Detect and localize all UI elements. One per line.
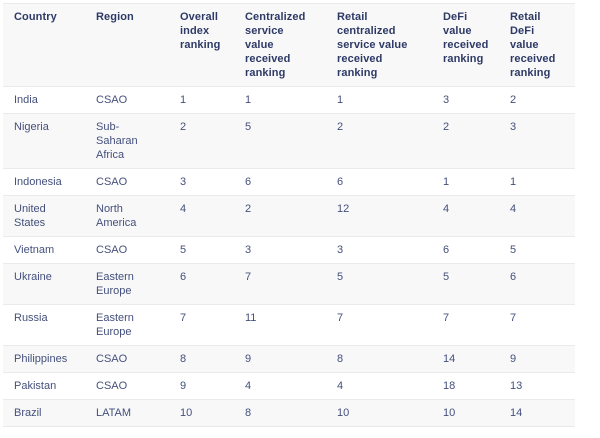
cell-region: CSAO (96, 236, 180, 264)
column-header-retail_centralized_service_value_received_ranking: Retail centralized service value receive… (337, 3, 443, 87)
cell-defi_value_received_ranking: 5 (443, 263, 510, 305)
column-header-centralized_service_value_received_ranking: Centralized service value received ranki… (245, 3, 337, 87)
cell-retail_centralized_service_value_received_ranking: 7 (337, 304, 443, 346)
cell-retail_centralized_service_value_received_ranking: 5 (337, 263, 443, 305)
cell-country: Vietnam (3, 236, 96, 264)
table-row-vietnam: Vietnam CSAO 5 3 3 6 5 (3, 236, 575, 264)
cell-retail_centralized_service_value_received_ranking: 8 (337, 345, 443, 373)
cell-overall_index_ranking: 7 (180, 304, 245, 346)
cell-retail_centralized_service_value_received_ranking: 3 (337, 236, 443, 264)
cell-overall_index_ranking: 6 (180, 263, 245, 305)
cell-region: CSAO (96, 86, 180, 114)
cell-centralized_service_value_received_ranking: 1 (245, 86, 337, 114)
cell-retail_defi_value_received_ranking: 4 (510, 195, 575, 237)
cell-country: Russia (3, 304, 96, 346)
column-header-country: Country (3, 3, 96, 87)
cell-country: Philippines (3, 345, 96, 373)
crypto-adoption-ranking-table: Country Region Overall index ranking Centra… (3, 3, 575, 427)
column-header-region: Region (96, 3, 180, 87)
cell-retail_centralized_service_value_received_ranking: 6 (337, 168, 443, 196)
cell-country: United States (3, 195, 96, 237)
cell-retail_defi_value_received_ranking: 6 (510, 263, 575, 305)
cell-centralized_service_value_received_ranking: 6 (245, 168, 337, 196)
cell-retail_defi_value_received_ranking: 13 (510, 372, 575, 400)
cell-retail_defi_value_received_ranking: 14 (510, 399, 575, 427)
cell-region: Eastern Europe (96, 304, 180, 346)
table-row-philippines: Philippines CSAO 8 9 8 14 9 (3, 345, 575, 373)
cell-centralized_service_value_received_ranking: 5 (245, 113, 337, 169)
column-header-overall_index_ranking: Overall index ranking (180, 3, 245, 87)
cell-retail_centralized_service_value_received_ranking: 12 (337, 195, 443, 237)
cell-region: CSAO (96, 372, 180, 400)
cell-defi_value_received_ranking: 1 (443, 168, 510, 196)
table-row-brazil: Brazil LATAM 10 8 10 10 14 (3, 399, 575, 427)
cell-retail_centralized_service_value_received_ranking: 4 (337, 372, 443, 400)
table-row-pakistan: Pakistan CSAO 9 4 4 18 13 (3, 372, 575, 400)
cell-overall_index_ranking: 2 (180, 113, 245, 169)
table-body: India CSAO 1 1 1 3 2 Nigeria Sub-Saharan Africa 2… (3, 86, 575, 427)
cell-defi_value_received_ranking: 4 (443, 195, 510, 237)
cell-overall_index_ranking: 1 (180, 86, 245, 114)
cell-overall_index_ranking: 4 (180, 195, 245, 237)
cell-overall_index_ranking: 3 (180, 168, 245, 196)
cell-retail_defi_value_received_ranking: 7 (510, 304, 575, 346)
cell-centralized_service_value_received_ranking: 7 (245, 263, 337, 305)
table-header: Country Region Overall index ranking Centra… (3, 3, 575, 87)
cell-centralized_service_value_received_ranking: 9 (245, 345, 337, 373)
cell-country: Indonesia (3, 168, 96, 196)
cell-country: Brazil (3, 399, 96, 427)
cell-centralized_service_value_received_ranking: 3 (245, 236, 337, 264)
cell-region: CSAO (96, 345, 180, 373)
cell-defi_value_received_ranking: 6 (443, 236, 510, 264)
cell-region: Eastern Europe (96, 263, 180, 305)
table-row-ukraine: Ukraine Eastern Europe 6 7 5 5 6 (3, 263, 575, 305)
cell-retail_centralized_service_value_received_ranking: 2 (337, 113, 443, 169)
cell-centralized_service_value_received_ranking: 8 (245, 399, 337, 427)
table-row-russia: Russia Eastern Europe 7 11 7 7 7 (3, 304, 575, 346)
cell-retail_defi_value_received_ranking: 9 (510, 345, 575, 373)
column-header-defi_value_received_ranking: DeFi value received ranking (443, 3, 510, 87)
cell-region: Sub-Saharan Africa (96, 113, 180, 169)
cell-defi_value_received_ranking: 2 (443, 113, 510, 169)
column-header-retail_defi_value_received_ranking: Retail DeFi value received ranking (510, 3, 575, 87)
cell-overall_index_ranking: 9 (180, 372, 245, 400)
cell-retail_centralized_service_value_received_ranking: 10 (337, 399, 443, 427)
cell-region: North America (96, 195, 180, 237)
ranking-table: Country Region Overall index ranking Centra… (3, 3, 575, 427)
cell-defi_value_received_ranking: 10 (443, 399, 510, 427)
cell-defi_value_received_ranking: 7 (443, 304, 510, 346)
cell-retail_defi_value_received_ranking: 1 (510, 168, 575, 196)
table-row-nigeria: Nigeria Sub-Saharan Africa 2 5 2 2 3 (3, 113, 575, 169)
table-row-united-states: United States North America 4 2 12 4 4 (3, 195, 575, 237)
table-row-india: India CSAO 1 1 1 3 2 (3, 86, 575, 114)
cell-retail_centralized_service_value_received_ranking: 1 (337, 86, 443, 114)
cell-region: LATAM (96, 399, 180, 427)
cell-country: Nigeria (3, 113, 96, 169)
cell-centralized_service_value_received_ranking: 11 (245, 304, 337, 346)
cell-country: India (3, 86, 96, 114)
cell-overall_index_ranking: 8 (180, 345, 245, 373)
cell-country: Ukraine (3, 263, 96, 305)
cell-country: Pakistan (3, 372, 96, 400)
cell-defi_value_received_ranking: 3 (443, 86, 510, 114)
table-row-indonesia: Indonesia CSAO 3 6 6 1 1 (3, 168, 575, 196)
cell-overall_index_ranking: 5 (180, 236, 245, 264)
header-row: Country Region Overall index ranking Centra… (3, 3, 575, 87)
cell-region: CSAO (96, 168, 180, 196)
cell-overall_index_ranking: 10 (180, 399, 245, 427)
cell-centralized_service_value_received_ranking: 2 (245, 195, 337, 237)
cell-retail_defi_value_received_ranking: 2 (510, 86, 575, 114)
cell-retail_defi_value_received_ranking: 3 (510, 113, 575, 169)
cell-defi_value_received_ranking: 18 (443, 372, 510, 400)
cell-defi_value_received_ranking: 14 (443, 345, 510, 373)
cell-centralized_service_value_received_ranking: 4 (245, 372, 337, 400)
cell-retail_defi_value_received_ranking: 5 (510, 236, 575, 264)
